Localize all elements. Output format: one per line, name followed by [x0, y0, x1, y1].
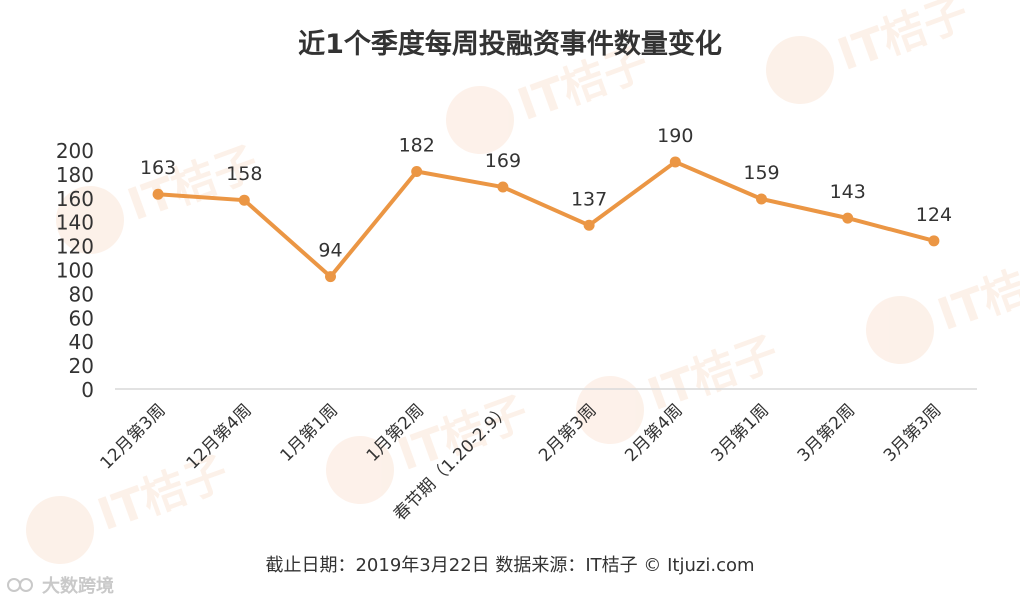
brand-text: 大数跨境	[42, 576, 114, 597]
data-label: 169	[485, 150, 521, 172]
watermark-text: IT桔子	[931, 247, 1020, 341]
watermark-orange-icon	[446, 86, 514, 154]
y-tick-label: 40	[69, 330, 94, 354]
series-line	[156, 159, 936, 279]
data-point	[928, 235, 940, 247]
chart-footer: 截止日期：2019年3月22日 数据来源：IT桔子 © Itjuzi.com	[265, 555, 755, 576]
y-tick-label: 120	[56, 235, 94, 259]
data-label: 143	[830, 181, 866, 203]
data-point	[756, 193, 767, 205]
data-point	[325, 271, 336, 283]
data-label: 159	[743, 162, 779, 184]
x-tick-label: 12月第3周	[96, 400, 169, 473]
y-tick-label: 160	[56, 187, 94, 211]
watermark-orange-icon	[576, 376, 644, 444]
y-tick-label: 20	[69, 354, 94, 378]
y-tick-label: 180	[56, 163, 94, 187]
data-point	[152, 188, 164, 200]
x-tick-label: 3月第1周	[708, 400, 774, 466]
y-tick-label: 80	[69, 282, 94, 306]
data-point	[238, 194, 250, 206]
data-label: 163	[140, 157, 176, 179]
watermark-orange-icon	[326, 436, 394, 504]
watermark-orange-icon	[866, 296, 934, 364]
data-label: 182	[399, 135, 435, 157]
watermark-orange-icon	[56, 186, 124, 254]
y-tick-label: 0	[81, 378, 94, 402]
data-label: 124	[916, 204, 952, 226]
watermark-orange-icon	[766, 36, 834, 104]
y-tick-label: 140	[56, 211, 94, 235]
y-tick-label: 60	[69, 306, 94, 330]
data-point	[669, 156, 681, 168]
brand-logo-icon	[7, 578, 33, 592]
data-point	[497, 181, 509, 193]
chart-title: 近1个季度每周投融资事件数量变化	[298, 29, 722, 60]
x-tick-label: 3月第3周	[880, 400, 946, 466]
data-label: 190	[657, 125, 693, 147]
data-label: 158	[226, 163, 262, 185]
data-point	[411, 166, 423, 178]
y-tick-label: 200	[56, 139, 94, 163]
watermark-orange-icon	[26, 496, 94, 564]
data-label: 137	[571, 188, 607, 210]
brand-watermark: 大数跨境	[6, 572, 114, 598]
data-label: 94	[318, 240, 342, 262]
data-point	[583, 219, 595, 231]
y-tick-label: 100	[56, 259, 94, 283]
x-tick-label: 3月第2周	[794, 400, 860, 466]
data-point	[842, 212, 854, 224]
watermark-logo: IT桔子	[866, 247, 1020, 364]
